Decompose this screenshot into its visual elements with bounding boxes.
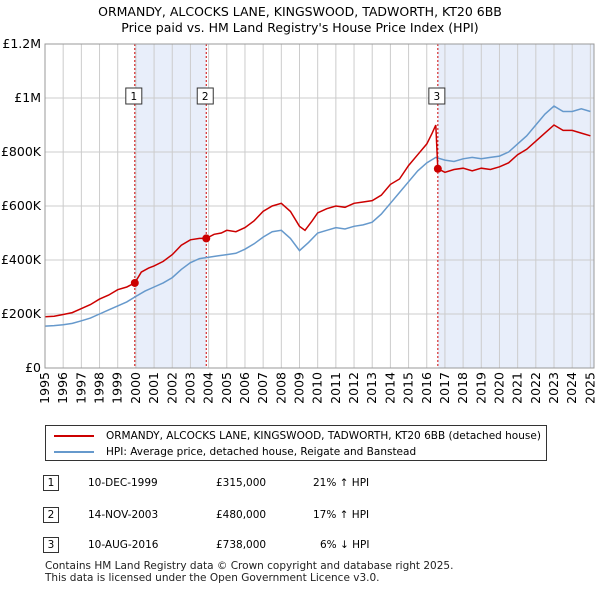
x-tick-label: 2009 [292, 372, 307, 404]
transaction-date: 14-NOV-2003 [88, 509, 159, 521]
transaction-price: £480,000 [216, 509, 267, 521]
x-tick-label: 2021 [510, 372, 525, 404]
x-tick-label: 2004 [201, 372, 216, 404]
transaction-number-badge: 3 [43, 537, 59, 553]
transaction-price: £315,000 [216, 477, 267, 489]
legend: ORMANDY, ALCOCKS LANE, KINGSWOOD, TADWOR… [45, 425, 547, 461]
price-paid-line [44, 124, 591, 318]
x-tick-label: 2012 [346, 372, 361, 404]
sale-point [202, 234, 211, 243]
transaction-date: 10-AUG-2016 [88, 539, 159, 551]
y-tick-label: £800K [1, 144, 42, 159]
x-tick-label: 2015 [401, 372, 416, 404]
sale-marker-box-frame [196, 87, 214, 105]
sale-marker-box-frame [428, 87, 446, 105]
x-tick-label: 2017 [437, 372, 452, 404]
chart-title: ORMANDY, ALCOCKS LANE, KINGSWOOD, TADWOR… [98, 4, 502, 19]
y-tick-label: £1M [14, 90, 41, 105]
transaction-date: 10-DEC-1999 [88, 477, 158, 489]
chart-subtitle: Price paid vs. HM Land Registry's House … [121, 20, 478, 35]
x-tick-label: 1995 [37, 372, 52, 404]
x-tick-label: 2008 [273, 372, 288, 404]
sale-marker-label: 1 [130, 91, 137, 103]
transaction-price: £738,000 [216, 539, 267, 551]
legend-label-property: ORMANDY, ALCOCKS LANE, KINGSWOOD, TADWOR… [106, 430, 541, 442]
sale-point [130, 278, 139, 287]
x-tick-label: 2018 [455, 372, 470, 404]
transaction-number-badge: 1 [43, 475, 59, 491]
transaction-hpi-diff: 17% ↑ HPI [313, 509, 370, 521]
x-tick-label: 2014 [382, 372, 397, 404]
transaction-hpi-diff: 21% ↑ HPI [313, 477, 370, 489]
x-tick-label: 2023 [546, 372, 561, 404]
y-tick-label: £400K [1, 252, 42, 267]
footer: Contains HM Land Registry data © Crown c… [45, 560, 453, 584]
legend-item-hpi: HPI: Average price, detached house, Reig… [54, 444, 416, 460]
sale-point [433, 164, 442, 173]
y-tick-label: £0 [25, 360, 41, 375]
sale-marker-box: 1 [125, 87, 143, 105]
sale-marker-label: 3 [434, 91, 441, 103]
transaction-hpi-diff: 6% ↓ HPI [320, 539, 370, 551]
legend-swatch-property [54, 435, 94, 437]
sale-marker-box: 2 [196, 87, 214, 105]
x-tick-label: 2007 [255, 372, 270, 404]
y-tick-label: £600K [1, 198, 42, 213]
x-tick-label: 2000 [128, 372, 143, 404]
x-tick-label: 2022 [528, 372, 543, 404]
x-tick-label: 2024 [564, 372, 579, 404]
hpi-line [44, 105, 591, 327]
x-tick-label: 1997 [73, 372, 88, 404]
x-tick-label: 2011 [328, 372, 343, 404]
x-tick-label: 1999 [110, 372, 125, 404]
legend-item-property: ORMANDY, ALCOCKS LANE, KINGSWOOD, TADWOR… [54, 428, 541, 444]
x-tick-label: 2002 [164, 372, 179, 404]
x-tick-label: 2003 [182, 372, 197, 404]
x-tick-label: 2025 [582, 372, 597, 404]
chart: ORMANDY, ALCOCKS LANE, KINGSWOOD, TADWOR… [1, 4, 597, 404]
footer-licence: This data is licensed under the Open Gov… [45, 572, 380, 584]
x-tick-label: 2013 [364, 372, 379, 404]
x-tick-label: 2005 [219, 372, 234, 404]
footer-copyright: Contains HM Land Registry data © Crown c… [45, 560, 454, 572]
x-tick-label: 2016 [419, 372, 434, 404]
transaction-number-badge: 2 [43, 507, 59, 523]
x-tick-label: 1996 [55, 372, 70, 404]
sale-marker-box-frame [125, 87, 143, 105]
x-tick-label: 1998 [92, 372, 107, 404]
x-tick-label: 2006 [237, 372, 252, 404]
x-tick-label: 2020 [491, 372, 506, 404]
y-tick-label: £200K [1, 306, 42, 321]
legend-swatch-hpi [54, 451, 94, 453]
x-tick-label: 2019 [473, 372, 488, 404]
legend-label-hpi: HPI: Average price, detached house, Reig… [106, 446, 417, 458]
y-tick-label: £1.2M [2, 36, 41, 51]
plot-frame [44, 43, 595, 369]
x-tick-label: 2010 [310, 372, 325, 404]
x-tick-label: 2001 [146, 372, 161, 404]
sale-marker-label: 2 [202, 91, 209, 103]
sale-marker-box: 3 [428, 87, 446, 105]
